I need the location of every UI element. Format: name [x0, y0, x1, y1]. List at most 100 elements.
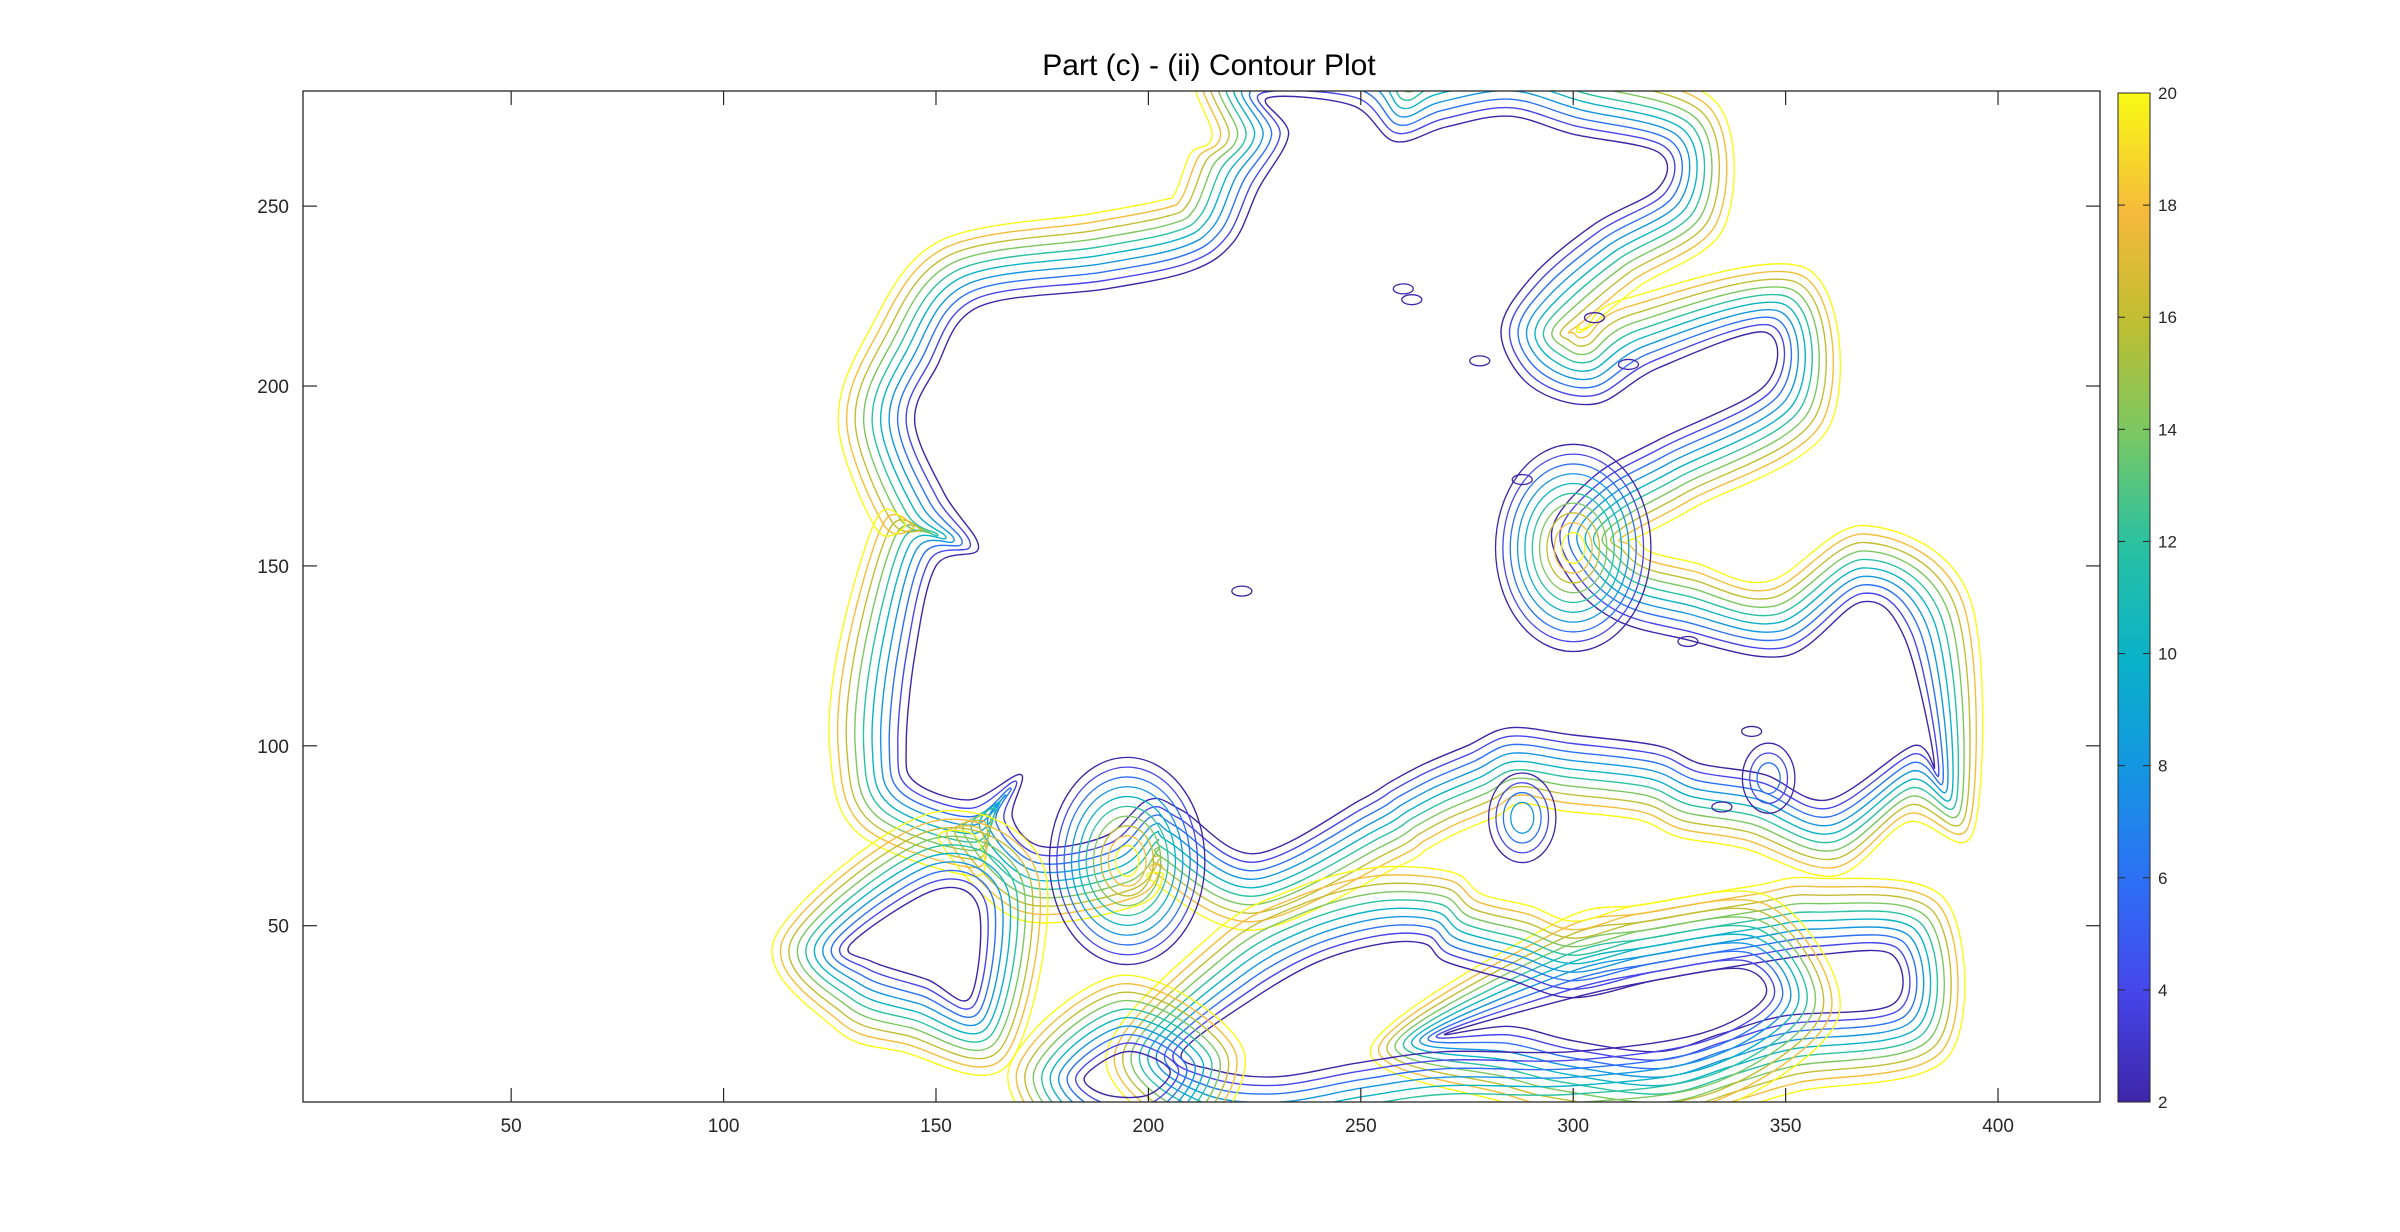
main-landmass-contour-14	[854, 91, 1965, 906]
y-tick-label: 250	[257, 197, 289, 218]
island-contour-7	[1231, 585, 1253, 597]
peak-0-contour-18	[1553, 522, 1593, 574]
main-landmass-contour-2	[905, 95, 1936, 855]
southern-inlet-contour-8	[822, 861, 1004, 1027]
colorbar-tick-label: 6	[2158, 869, 2167, 888]
colorbar-tick-label: 14	[2158, 420, 2177, 439]
island-contour-1	[1469, 355, 1491, 367]
southern-inlet-contour-4	[839, 878, 989, 1010]
southern-lake-contour-16	[1386, 894, 1952, 1102]
x-tick-label: 350	[1770, 1116, 1802, 1137]
peak-2-contour-6	[1502, 791, 1542, 844]
south-central-basin-contour-6	[1163, 924, 1784, 1095]
colorbar-tick-label: 2	[2158, 1093, 2167, 1112]
main-landmass-contour-12	[862, 91, 1960, 897]
chart-title: Part (c) - (ii) Contour Plot	[1042, 49, 1376, 82]
peak-1-contour-16	[1100, 825, 1155, 897]
peak-1-contour-18	[1107, 835, 1147, 887]
peak-1-contour-20	[1114, 844, 1140, 877]
southern-inlet-contour-18	[779, 818, 1042, 1068]
southern-lake-contour-10	[1411, 918, 1932, 1087]
southern-lake-contour-12	[1402, 910, 1939, 1095]
southern-inlet-contour-14	[796, 835, 1027, 1052]
peak-3-contour-2	[1741, 742, 1796, 814]
lower-left-basin-contour-18	[1015, 983, 1238, 1102]
peak-0-contour-14	[1538, 502, 1608, 594]
colorbar-tick-label: 4	[2158, 981, 2167, 1000]
lower-left-basin-contour-2	[1083, 1050, 1171, 1099]
colorbar-tick-label: 12	[2158, 532, 2177, 551]
island-contour-0	[1401, 294, 1423, 306]
peak-3-contour-4	[1749, 752, 1789, 805]
southern-inlet-contour-12	[805, 844, 1019, 1043]
y-axis: 50 100 150 200 250	[257, 197, 2100, 938]
lower-left-basin-contour-20	[1007, 974, 1247, 1102]
peak-0-contour-12	[1531, 492, 1615, 604]
main-landmass-contour-18	[836, 91, 1977, 923]
southern-inlet-contour-6	[830, 869, 997, 1019]
y-tick-label: 50	[268, 917, 289, 938]
peak-3-contour-6	[1756, 762, 1781, 795]
peak-1-contour-8	[1070, 786, 1184, 936]
colorbar-tick-label: 18	[2158, 196, 2177, 215]
south-central-basin-contour-18	[1113, 874, 1833, 1102]
contour-lines	[771, 91, 1984, 1102]
south-central-basin-contour-8	[1155, 915, 1792, 1102]
plot-area: 50 100 150 200 250 300 350 400 50 100 150 200 250	[257, 90, 2101, 1137]
peak-1-contour-14	[1092, 815, 1162, 907]
peak-1-contour-10	[1078, 795, 1177, 926]
southern-lake-contour-18	[1378, 885, 1959, 1102]
x-tick-label: 50	[501, 1116, 522, 1137]
main-landmass-contour-8	[879, 91, 1949, 880]
lower-left-basin-contour-16	[1024, 991, 1230, 1102]
lower-left-basin-contour-6	[1066, 1033, 1188, 1102]
lower-left-basin-contour-10	[1049, 1016, 1205, 1102]
x-tick-label: 150	[920, 1116, 952, 1137]
main-landmass-contour-16	[845, 91, 1971, 914]
colorbar-tick-label: 8	[2158, 757, 2167, 776]
south-central-basin-contour-10	[1147, 907, 1800, 1102]
south-central-basin-contour-2	[1180, 940, 1768, 1078]
main-landmass-contour-6	[888, 91, 1944, 872]
peak-0-contour-16	[1546, 512, 1601, 584]
x-tick-label: 400	[1982, 1116, 2014, 1137]
lower-left-basin-contour-14	[1032, 999, 1221, 1102]
island-contour-5	[1677, 635, 1699, 648]
south-central-basin-contour-12	[1138, 899, 1808, 1102]
main-landmass-contour-20	[828, 91, 1984, 931]
south-central-basin-contour-16	[1122, 882, 1825, 1102]
south-central-basin-contour-14	[1130, 890, 1817, 1102]
southern-lake-contour-20	[1369, 876, 1966, 1102]
peak-1-contour-12	[1085, 805, 1169, 917]
axes-box	[302, 90, 2101, 1103]
x-tick-label: 200	[1133, 1116, 1165, 1137]
x-tick-label: 100	[708, 1116, 740, 1137]
y-tick-label: 150	[257, 557, 289, 578]
southern-inlet-contour-2	[847, 886, 982, 1002]
main-landmass-contour-4	[897, 91, 1940, 863]
colorbar-tick-label: 10	[2158, 645, 2177, 664]
peak-1-contour-2	[1048, 756, 1206, 966]
peak-2-contour-8	[1510, 801, 1535, 834]
colorbar: 2 4 6 8 10 12 14 16 18 20	[2117, 84, 2177, 1112]
southern-inlet-contour-10	[813, 852, 1012, 1035]
x-tick-label: 300	[1557, 1116, 1589, 1137]
y-tick-label: 100	[257, 737, 289, 758]
peak-0-contour-8	[1516, 473, 1630, 623]
colorbar-ticks: 2 4 6 8 10 12 14 16 18 20	[2118, 84, 2177, 1112]
peak-1-contour-4	[1056, 766, 1199, 956]
south-central-basin-contour-20	[1105, 865, 1841, 1102]
lower-left-basin-contour-8	[1058, 1025, 1196, 1102]
island-contour-8	[1392, 283, 1414, 295]
peak-0-contour-4	[1502, 453, 1645, 643]
island-contour-9	[1711, 801, 1733, 813]
colorbar-gradient	[2117, 92, 2151, 1103]
main-landmass-contour-10	[871, 91, 1954, 889]
peak-0-contour-10	[1524, 482, 1623, 613]
island-contour-2	[1511, 473, 1533, 486]
lower-left-basin-contour-12	[1041, 1008, 1213, 1102]
island-contour-3	[1583, 312, 1606, 324]
x-axis: 50 100 150 200 250 300 350 400	[501, 91, 2014, 1137]
